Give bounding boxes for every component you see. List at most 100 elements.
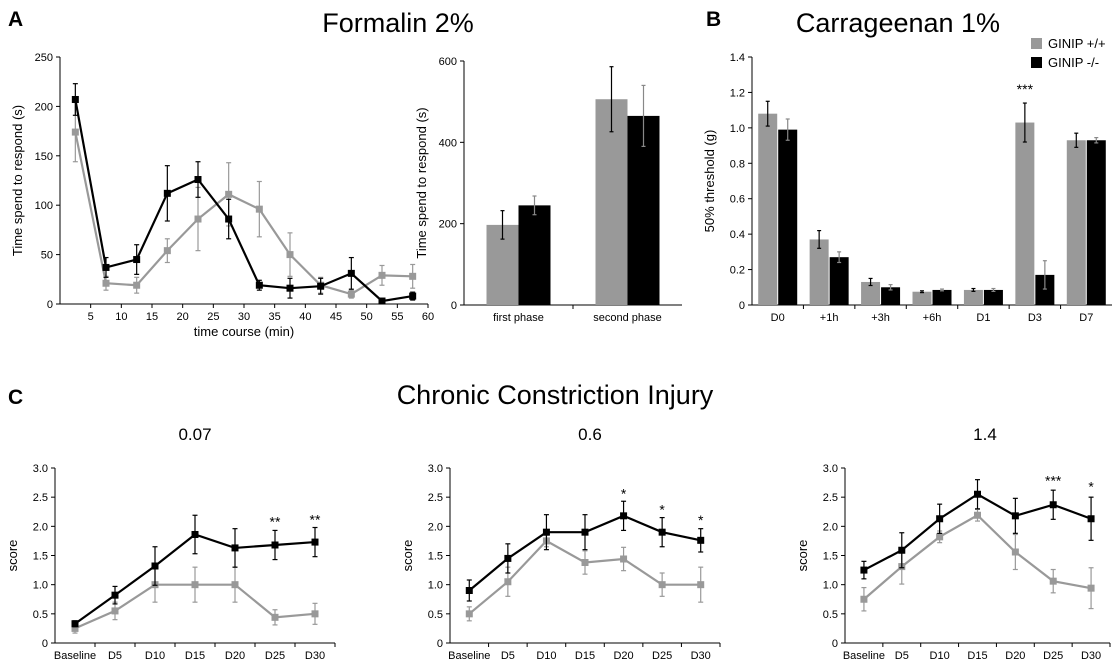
cci-007-title: 0.07 (178, 425, 211, 444)
cci-007-y-tick-label: 1.0 (33, 580, 48, 592)
cci-007-y-tick-label: 0.5 (33, 609, 48, 621)
formalin-time-point-wildtype (71, 128, 79, 136)
cci-06-point-wildtype (504, 578, 512, 586)
formalin-time-course-chart: 0 50 100 150 200 250 Time spend to respond (s)… (10, 52, 434, 339)
carrageenan-x-tick-label: D0 (771, 312, 785, 324)
cci-14-y-tick-label: 1.5 (823, 551, 838, 563)
cci-06-point-knockout (581, 528, 589, 536)
formalin-phase-x-tick-label: second phase (593, 312, 662, 324)
formalin-time-point-wildtype (163, 247, 171, 255)
carrageenan-bar-knockout (1086, 140, 1106, 305)
cci-007-x-tick-label: D10 (145, 650, 165, 662)
formalin-time-y-tick-label: 100 (35, 200, 53, 212)
carrageenan-y-tick-label: 1.0 (730, 123, 745, 135)
cci-007-y-tick-label: 0 (42, 638, 48, 650)
panel-a-title: Formalin 2% (322, 8, 474, 38)
formalin-time-point-knockout (194, 176, 202, 184)
formalin-time-point-knockout (317, 282, 325, 290)
cci-14-x-tick-label: D25 (1043, 650, 1063, 662)
cci-14-y-tick-label: 1.0 (823, 580, 838, 592)
formalin-time-x-tick-label: 35 (269, 311, 281, 323)
cci-06-significance-label: * (698, 512, 704, 528)
cci-007-x-tick-label: D20 (225, 650, 245, 662)
cci-06-y-tick-label: 1.5 (428, 551, 443, 563)
cci-06-y-tick-label: 1.0 (428, 580, 443, 592)
cci-007-point-wildtype (111, 607, 119, 615)
cci-14-y-axis-label: score (795, 540, 810, 572)
panel-c-letter: C (8, 386, 23, 409)
formalin-time-point-wildtype (378, 271, 386, 279)
formalin-time-y-axis-label: Time spend to respond (s) (10, 105, 25, 256)
formalin-time-point-knockout (347, 269, 355, 277)
cci-007-y-tick-label: 2.5 (33, 492, 48, 504)
carrageenan-y-tick-label: 0.6 (730, 194, 745, 206)
cci-14-point-wildtype (1011, 548, 1019, 556)
carrageenan-x-tick-label: D1 (976, 312, 990, 324)
cci-14-point-wildtype (936, 533, 944, 541)
cci-06-y-tick-label: 3.0 (428, 463, 443, 475)
cci-14-y-tick-label: 3.0 (823, 463, 838, 475)
carrageenan-bar-wildtype (809, 239, 829, 305)
cci-06-y-tick-label: 0.5 (428, 609, 443, 621)
cci-06-x-tick-label: D20 (613, 650, 633, 662)
formalin-time-x-tick-label: 15 (146, 311, 158, 323)
legend: GINIP +/+ GINIP -/- (1031, 36, 1106, 70)
cci-007-y-axis-label: score (5, 540, 20, 572)
carrageenan-bar-wildtype (912, 291, 932, 305)
legend-swatch-wildtype (1031, 38, 1042, 49)
formalin-time-point-wildtype (255, 205, 263, 213)
cci-14-point-knockout (860, 566, 868, 574)
carrageenan-y-tick-label: 0.2 (730, 265, 745, 277)
cci-007-point-knockout (151, 562, 159, 570)
cci-06-y-tick-label: 2.0 (428, 521, 443, 533)
carrageenan-y-tick-label: 1.2 (730, 87, 745, 99)
carrageenan-x-tick-label: +3h (871, 312, 890, 324)
cci-06-point-knockout (620, 512, 628, 520)
formalin-phase-y-tick-label: 200 (439, 219, 457, 231)
cci-14-x-tick-label: D5 (895, 650, 909, 662)
cci-14-point-knockout (1049, 501, 1057, 509)
cci-007-x-tick-label: D25 (265, 650, 285, 662)
formalin-time-point-wildtype (409, 272, 417, 280)
cci-007-y-tick-label: 3.0 (33, 463, 48, 475)
cci-06-x-tick-label: D25 (652, 650, 672, 662)
cci-06-x-tick-label: D15 (575, 650, 595, 662)
formalin-time-y-tick-label: 200 (35, 101, 53, 113)
cci-14-point-wildtype (1087, 584, 1095, 592)
formalin-phase-y-tick-label: 0 (451, 300, 457, 312)
formalin-time-x-tick-label: 5 (88, 311, 94, 323)
cci-06-point-knockout (542, 528, 550, 536)
cci-06-y-tick-label: 0 (437, 638, 443, 650)
formalin-phase-x-tick-label: first phase (493, 312, 544, 324)
cci-14-title: 1.4 (973, 425, 997, 444)
cci-14-y-tick-label: 0.5 (823, 609, 838, 621)
cci-06-point-knockout (658, 528, 666, 536)
formalin-time-x-tick-label: 50 (361, 311, 373, 323)
carrageenan-bar-wildtype (963, 289, 983, 305)
formalin-phase-y-axis-label: Time spend to respond (s) (414, 107, 429, 258)
formalin-phase-bar-wildtype (595, 99, 628, 305)
cci-007-x-tick-label: Baseline (54, 650, 96, 662)
carrageenan-bar-knockout (829, 257, 849, 305)
panel-a-letter: A (8, 8, 23, 31)
legend-swatch-knockout (1031, 57, 1042, 68)
cci-06-point-wildtype (697, 581, 705, 589)
cci-007-point-wildtype (231, 581, 239, 589)
cci-14-line-wildtype (863, 513, 1092, 601)
formalin-phase-bar-knockout (627, 115, 660, 306)
cci-06-y-tick-label: 2.5 (428, 492, 443, 504)
cci-007-x-tick-label: D15 (185, 650, 205, 662)
carrageenan-y-tick-label: 0.8 (730, 158, 745, 170)
cci-06-point-wildtype (620, 555, 628, 563)
formalin-time-point-knockout (225, 215, 233, 223)
formalin-time-point-wildtype (133, 281, 141, 289)
carrageenan-bar-knockout (881, 287, 901, 305)
legend-label-wildtype: GINIP +/+ (1048, 36, 1106, 51)
cci-06-point-wildtype (465, 610, 473, 618)
cci-007-point-knockout (71, 620, 79, 628)
formalin-phase-bar-chart: 0 200 400 600 Time spend to respond (s) first… (414, 56, 682, 324)
cci-007-point-wildtype (71, 624, 79, 632)
cci-007-y-tick-label: 2.0 (33, 521, 48, 533)
formalin-phase-y-tick-label: 600 (439, 56, 457, 68)
cci-14-significance-label: * (1088, 478, 1094, 494)
